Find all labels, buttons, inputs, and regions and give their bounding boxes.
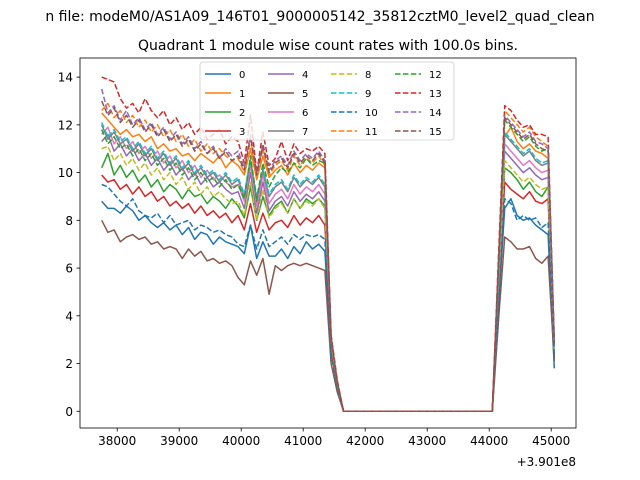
- legend-label-11: 11: [365, 127, 378, 138]
- y-tick-label: 2: [65, 357, 73, 371]
- legend-label-5: 5: [302, 89, 308, 100]
- plot-frame: [79, 57, 577, 429]
- x-tick-label: 40000: [222, 434, 260, 448]
- legend-label-12: 12: [429, 70, 442, 81]
- series-line-15: [101, 100, 556, 413]
- x-tick-label: 39000: [160, 434, 198, 448]
- legend-frame: [199, 61, 455, 141]
- x-tick-label: 42000: [346, 434, 384, 448]
- legend-label-1: 1: [239, 89, 245, 100]
- legend-label-9: 9: [365, 89, 371, 100]
- figure-suptitle: n file: modeM0/AS1A09_146T01_9000005142_…: [45, 9, 594, 25]
- y-tick-label: 14: [58, 71, 73, 85]
- y-tick-label: 4: [65, 309, 73, 323]
- legend-label-6: 6: [302, 108, 308, 119]
- x-axis-offset-label: +3.901e8: [517, 455, 576, 469]
- y-tick-label: 8: [65, 214, 73, 228]
- x-tick-label: 41000: [284, 434, 322, 448]
- legend-label-8: 8: [365, 70, 371, 81]
- legend-label-4: 4: [302, 70, 308, 81]
- x-tick-label: 38000: [98, 434, 136, 448]
- series-line-10: [101, 183, 556, 413]
- y-axis: 0 2 4 6 8 10 12 14: [58, 71, 80, 419]
- y-tick-label: 10: [58, 166, 73, 180]
- legend-label-3: 3: [239, 127, 245, 138]
- x-tick-label: 43000: [408, 434, 446, 448]
- x-tick-label: 45000: [532, 434, 570, 448]
- chart-title: Quadrant 1 module wise count rates with …: [138, 38, 518, 54]
- legend-label-7: 7: [302, 127, 308, 138]
- x-axis: 38000 39000 40000 41000 42000 43000 44000 45000: [98, 428, 570, 448]
- legend-label-15: 15: [429, 127, 442, 138]
- y-tick-label: 12: [58, 118, 73, 132]
- legend-label-13: 13: [429, 89, 442, 100]
- y-tick-label: 6: [65, 262, 73, 276]
- legend-label-14: 14: [429, 108, 442, 119]
- legend-label-10: 10: [365, 108, 378, 119]
- legend-label-0: 0: [239, 70, 245, 81]
- legend-label-2: 2: [239, 108, 245, 119]
- x-tick-label: 44000: [470, 434, 508, 448]
- series-layer: [100, 76, 556, 413]
- y-tick-label: 0: [65, 405, 73, 419]
